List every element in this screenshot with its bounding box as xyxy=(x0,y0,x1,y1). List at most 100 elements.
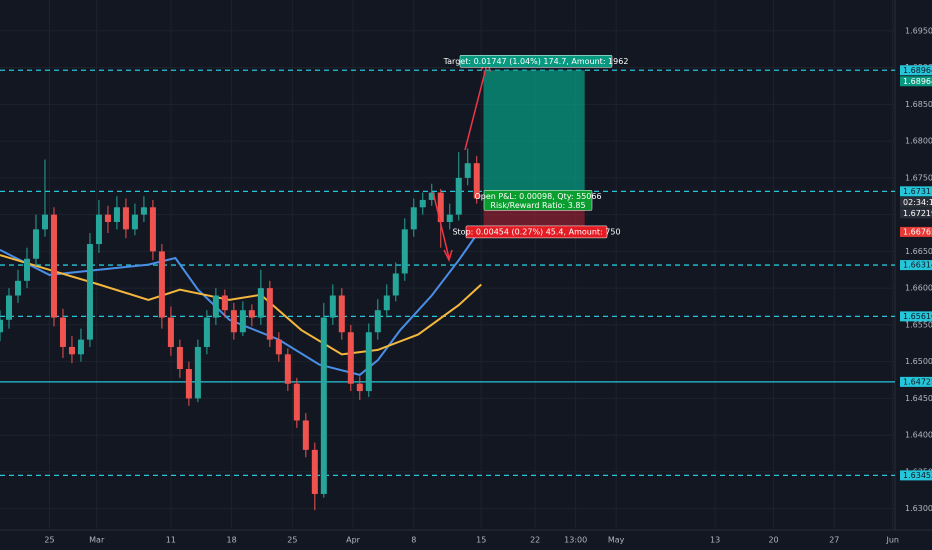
x-tick-label: 15 xyxy=(476,536,486,545)
candle-body xyxy=(410,207,417,230)
candle-body xyxy=(176,346,183,370)
price-tag-label: 1.68964 xyxy=(903,66,932,75)
price-tag-label: 1.67317 xyxy=(903,187,932,196)
candle-body xyxy=(311,449,318,494)
candle-body xyxy=(59,317,66,347)
x-tick-label: 13:00 xyxy=(564,536,587,545)
stop-label: Stop: 0.00454 (0.27%) 45.4, Amount: 750 xyxy=(452,227,620,236)
countdown-box xyxy=(900,197,932,208)
stop-label-box xyxy=(465,225,608,239)
candle-body xyxy=(302,420,309,450)
candle-body xyxy=(275,339,282,355)
price-tag-label: 1.64725 xyxy=(903,377,932,386)
price-tag xyxy=(900,186,932,197)
x-tick-label: 8 xyxy=(411,536,416,545)
candle-body xyxy=(41,214,48,230)
y-tick-label: 1.66500 xyxy=(905,247,932,256)
candle-body xyxy=(149,207,156,252)
x-tick-label: 13 xyxy=(710,536,720,545)
y-tick-label: 1.64000 xyxy=(905,431,932,440)
x-tick-label: 11 xyxy=(166,536,176,545)
candle-body xyxy=(455,177,462,215)
candle-body xyxy=(338,295,345,333)
y-tick-label: 1.65500 xyxy=(905,320,932,329)
candle-body xyxy=(14,280,21,296)
candle-body xyxy=(401,229,408,274)
candle-body xyxy=(68,346,75,355)
candle-body xyxy=(203,317,210,347)
candle-body xyxy=(239,310,246,333)
candle-body xyxy=(113,207,120,222)
candle-body xyxy=(221,295,228,311)
candle-body xyxy=(365,332,372,392)
candle-body xyxy=(329,295,336,318)
x-tick-label: Jun xyxy=(886,536,900,545)
pnl-label-box xyxy=(483,190,593,211)
y-tick-label: 1.68000 xyxy=(905,137,932,146)
price-tag xyxy=(900,208,932,219)
candle-body xyxy=(266,288,273,340)
candle-body xyxy=(248,310,255,318)
candle-body xyxy=(212,295,219,318)
price-tag xyxy=(900,470,932,481)
price-tag-label: 1.66765 xyxy=(903,227,932,236)
candle-body xyxy=(437,192,444,222)
candle-body xyxy=(0,319,3,333)
countdown: 02:34:18 xyxy=(903,198,932,207)
candle-body xyxy=(284,354,291,384)
y-tick-label: 1.66000 xyxy=(905,284,932,293)
target-label-box xyxy=(459,55,613,68)
candle-body xyxy=(464,163,471,178)
y-tick-label: 1.68500 xyxy=(905,100,932,109)
candle-body xyxy=(77,339,84,355)
candle-body xyxy=(392,273,399,296)
candle-body xyxy=(5,295,12,320)
x-tick-label: May xyxy=(608,536,625,545)
candle-body xyxy=(383,295,390,311)
price-tag xyxy=(900,226,932,237)
x-tick-label: Mar xyxy=(89,536,105,545)
pnl-label: Risk/Reward Ratio: 3.85 xyxy=(490,201,585,210)
candle-body xyxy=(23,258,30,281)
candle-body xyxy=(293,383,300,421)
candle-body xyxy=(140,207,147,215)
candle-body xyxy=(446,214,453,222)
candle-body xyxy=(50,214,57,318)
candle-body xyxy=(419,199,426,208)
x-tick-label: 22 xyxy=(530,536,540,545)
candle-body xyxy=(104,214,111,222)
candle-body xyxy=(257,288,264,318)
y-tick-label: 1.64500 xyxy=(905,394,932,403)
candle-body xyxy=(122,207,129,230)
y-tick-label: 1.69500 xyxy=(905,26,932,35)
candle-body xyxy=(473,163,480,199)
pnl-label: Open P&L: 0.00098, Qty: 55066 xyxy=(474,192,601,201)
candle-body xyxy=(428,192,435,200)
target-zone xyxy=(483,70,585,192)
target-label: Target: 0.01747 (1.04%) 174.7, Amount: 1… xyxy=(443,57,629,66)
candle-body xyxy=(356,383,363,392)
candle-body xyxy=(32,229,39,259)
candle-body xyxy=(374,310,381,333)
price-tag xyxy=(900,65,932,76)
price-tag-label: 1.63453 xyxy=(903,471,932,480)
x-tick-label: Apr xyxy=(346,536,361,545)
candle-body xyxy=(167,317,174,347)
candle-body xyxy=(194,346,201,399)
price-tag xyxy=(900,260,932,271)
x-tick-label: 25 xyxy=(44,536,54,545)
y-tick-label: 1.65000 xyxy=(905,357,932,366)
candle-body xyxy=(347,332,354,384)
candle-body xyxy=(320,317,327,494)
candle-body xyxy=(95,214,102,245)
x-tick-label: 20 xyxy=(768,536,778,545)
y-tick-label: 1.67500 xyxy=(905,173,932,182)
x-tick-label: 27 xyxy=(829,536,839,545)
price-tag xyxy=(900,311,932,322)
x-tick-label: 18 xyxy=(227,536,237,545)
candle-body xyxy=(131,214,138,230)
y-tick-label: 1.63000 xyxy=(905,504,932,513)
